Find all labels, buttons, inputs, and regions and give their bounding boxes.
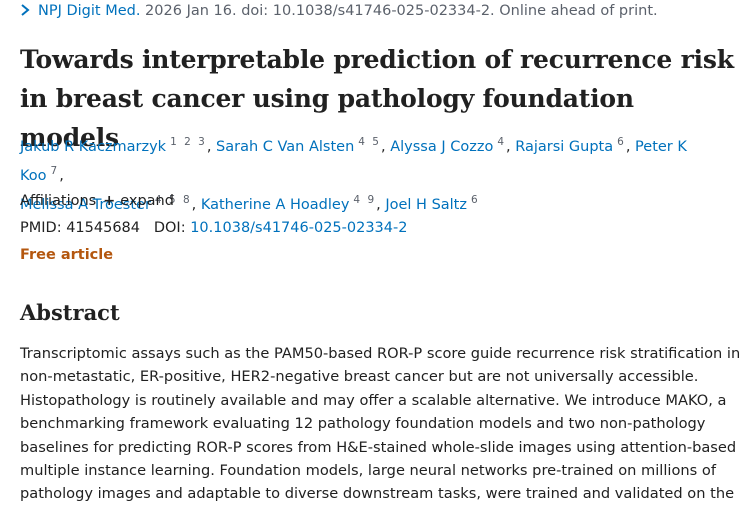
affiliation-refs[interactable]: 6 bbox=[617, 136, 626, 148]
author-link[interactable]: Rajarsi Gupta bbox=[515, 139, 614, 155]
journal-link[interactable]: NPJ Digit Med. bbox=[38, 3, 141, 19]
author-link[interactable]: Sarah C Van Alsten bbox=[216, 139, 355, 155]
affiliation-refs[interactable]: 6 bbox=[470, 194, 480, 206]
affiliation-refs[interactable]: 4 5 8 bbox=[154, 194, 192, 206]
affiliations-label: Affiliations bbox=[20, 193, 97, 209]
title-line: in breast cancer using pathology foundat… bbox=[20, 84, 634, 152]
abstract-line: multiple instance learning. Foundation m… bbox=[20, 462, 716, 480]
author-link[interactable]: Peter K Koo bbox=[20, 139, 687, 184]
expand-label: expand bbox=[120, 193, 174, 209]
affiliations-toggle[interactable]: Affiliations + expand bbox=[20, 193, 174, 209]
author-list: Jakub R Kaczmarzyk 1 2 3, Sarah C Van Als… bbox=[20, 136, 687, 213]
citation-line: NPJ Digit Med. 2026 Jan 16. doi: 10.1038… bbox=[20, 3, 658, 20]
pmid-value: 41545684 bbox=[66, 220, 141, 236]
affiliation-refs[interactable]: 4 9 bbox=[353, 194, 377, 206]
affiliation-refs[interactable]: 7 bbox=[50, 165, 60, 177]
doi-label: DOI: bbox=[153, 220, 186, 236]
pmid-label: PMID: bbox=[20, 220, 62, 236]
author-link[interactable]: Alyssa J Cozzo bbox=[390, 139, 494, 155]
plus-icon: + bbox=[103, 193, 116, 209]
citation-details: 2026 Jan 16. doi: 10.1038/s41746-025-023… bbox=[140, 3, 658, 19]
author-link[interactable]: Joel H Saltz bbox=[385, 197, 467, 213]
author-link[interactable]: Melissa A Troester bbox=[20, 197, 151, 213]
title-line: Towards interpretable prediction of recu… bbox=[20, 45, 734, 74]
affiliation-refs[interactable]: 1 2 3 bbox=[170, 136, 207, 148]
abstract-line: non-metastatic, ER-positive, HER2-negati… bbox=[20, 368, 699, 386]
abstract-line: baselines for predicting ROR-P scores fr… bbox=[20, 438, 737, 456]
free-article-badge: Free article bbox=[20, 247, 114, 263]
author-link[interactable]: Katherine A Hoadley bbox=[200, 197, 350, 213]
abstract-line: Histopathology is routinely available an… bbox=[20, 391, 727, 409]
article-title: Towards interpretable prediction of recu… bbox=[20, 40, 735, 157]
identifiers: PMID: 41545684 DOI: 10.1038/s41746-025-0… bbox=[20, 220, 407, 236]
author-link[interactable]: Jakub R Kaczmarzyk bbox=[20, 139, 167, 155]
chevron-right-icon[interactable] bbox=[20, 4, 32, 20]
abstract-line: Transcriptomic assays such as the PAM50-… bbox=[20, 345, 741, 362]
abstract-heading: Abstract bbox=[20, 300, 120, 325]
affiliation-refs[interactable]: 4 5 bbox=[358, 136, 381, 148]
abstract-text: Transcriptomic assays such as the PAM50-… bbox=[20, 342, 741, 506]
affiliation-refs[interactable]: 4 bbox=[497, 136, 506, 148]
abstract-line: benchmarking framework evaluating 12 pat… bbox=[20, 415, 706, 433]
doi-link[interactable]: 10.1038/s41746-025-02334-2 bbox=[190, 220, 408, 236]
abstract-line: pathology images and adaptable to divers… bbox=[20, 485, 735, 503]
